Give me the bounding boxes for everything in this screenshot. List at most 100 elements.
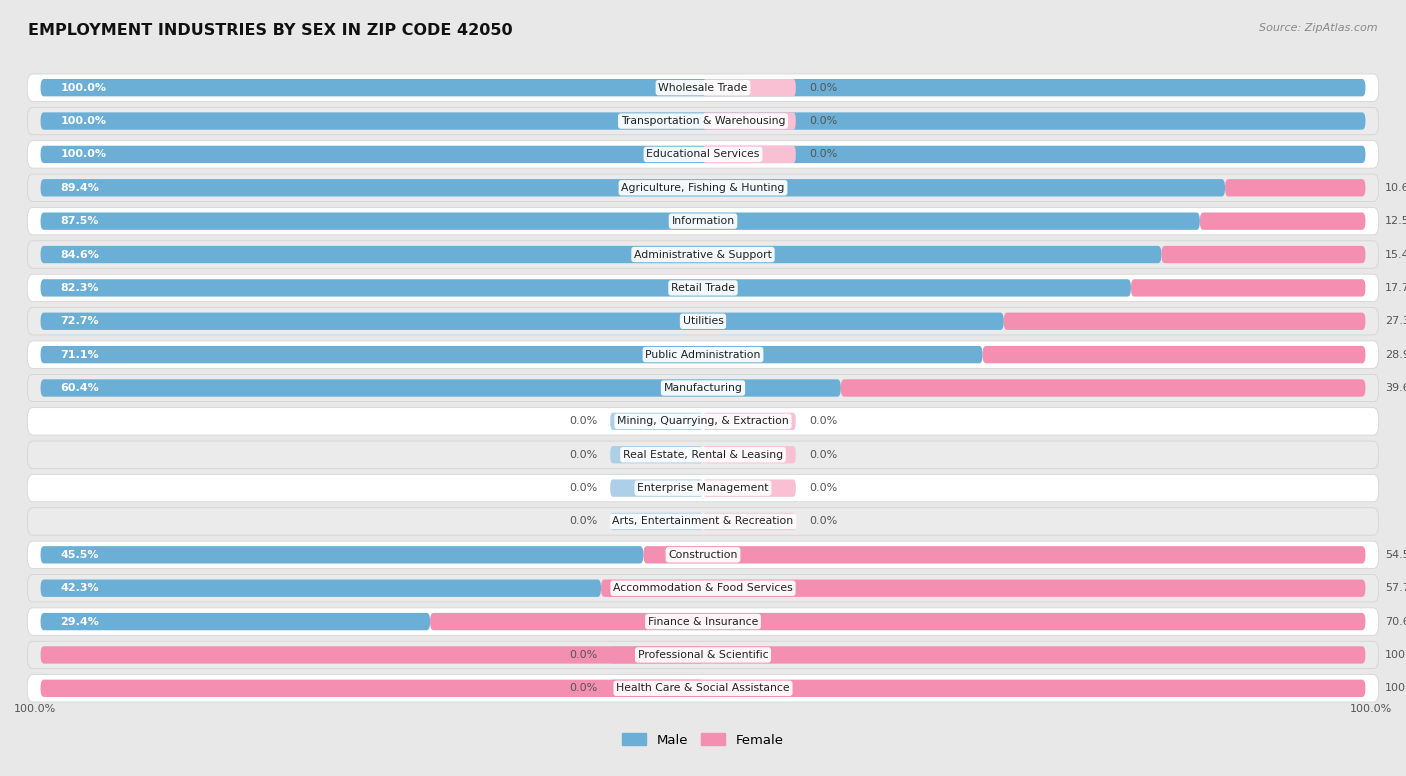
Text: 71.1%: 71.1% [60,350,98,359]
Text: Agriculture, Fishing & Hunting: Agriculture, Fishing & Hunting [621,183,785,192]
FancyBboxPatch shape [1161,246,1365,263]
FancyBboxPatch shape [41,346,983,363]
FancyBboxPatch shape [41,179,1225,196]
Text: 15.4%: 15.4% [1385,250,1406,259]
Text: Transportation & Warehousing: Transportation & Warehousing [621,116,785,126]
FancyBboxPatch shape [41,613,430,630]
Legend: Male, Female: Male, Female [617,728,789,752]
Text: Manufacturing: Manufacturing [664,383,742,393]
Text: 0.0%: 0.0% [808,450,837,459]
FancyBboxPatch shape [27,107,1379,135]
FancyBboxPatch shape [27,341,1379,369]
Text: Public Administration: Public Administration [645,350,761,359]
FancyBboxPatch shape [27,74,1379,102]
Text: 100.0%: 100.0% [60,83,107,92]
FancyBboxPatch shape [41,113,1365,130]
FancyBboxPatch shape [703,480,796,497]
FancyBboxPatch shape [703,446,796,463]
Text: 45.5%: 45.5% [60,550,98,559]
FancyBboxPatch shape [27,407,1379,435]
Text: 54.5%: 54.5% [1385,550,1406,559]
FancyBboxPatch shape [41,146,1365,163]
FancyBboxPatch shape [841,379,1365,397]
Text: 57.7%: 57.7% [1385,584,1406,593]
FancyBboxPatch shape [610,646,703,663]
FancyBboxPatch shape [27,241,1379,268]
Text: 100.0%: 100.0% [1350,704,1392,714]
Text: Educational Services: Educational Services [647,150,759,159]
FancyBboxPatch shape [430,613,1365,630]
Text: 42.3%: 42.3% [60,584,98,593]
FancyBboxPatch shape [27,574,1379,602]
FancyBboxPatch shape [703,113,796,130]
FancyBboxPatch shape [644,546,1365,563]
FancyBboxPatch shape [27,274,1379,302]
FancyBboxPatch shape [41,213,1199,230]
Text: 0.0%: 0.0% [569,650,598,660]
Text: 70.6%: 70.6% [1385,617,1406,626]
Text: 100.0%: 100.0% [60,150,107,159]
Text: Enterprise Management: Enterprise Management [637,483,769,493]
FancyBboxPatch shape [27,374,1379,402]
Text: 28.9%: 28.9% [1385,350,1406,359]
Text: 0.0%: 0.0% [569,684,598,693]
Text: 0.0%: 0.0% [808,116,837,126]
FancyBboxPatch shape [703,413,796,430]
FancyBboxPatch shape [610,680,703,697]
Text: 100.0%: 100.0% [60,116,107,126]
Text: Construction: Construction [668,550,738,559]
Text: 0.0%: 0.0% [569,483,598,493]
FancyBboxPatch shape [27,508,1379,535]
Text: 0.0%: 0.0% [569,517,598,526]
Text: 100.0%: 100.0% [1385,650,1406,660]
FancyBboxPatch shape [27,608,1379,636]
FancyBboxPatch shape [27,674,1379,702]
FancyBboxPatch shape [27,174,1379,202]
Text: 0.0%: 0.0% [808,517,837,526]
Text: 0.0%: 0.0% [808,83,837,92]
FancyBboxPatch shape [610,413,703,430]
FancyBboxPatch shape [41,246,1161,263]
Text: Arts, Entertainment & Recreation: Arts, Entertainment & Recreation [613,517,793,526]
Text: EMPLOYMENT INDUSTRIES BY SEX IN ZIP CODE 42050: EMPLOYMENT INDUSTRIES BY SEX IN ZIP CODE… [28,23,513,38]
FancyBboxPatch shape [27,207,1379,235]
FancyBboxPatch shape [41,546,644,563]
Text: Retail Trade: Retail Trade [671,283,735,293]
FancyBboxPatch shape [41,646,1365,663]
FancyBboxPatch shape [27,307,1379,335]
Text: 89.4%: 89.4% [60,183,100,192]
FancyBboxPatch shape [703,513,796,530]
FancyBboxPatch shape [41,680,1365,697]
FancyBboxPatch shape [610,480,703,497]
FancyBboxPatch shape [1199,213,1365,230]
Text: 27.3%: 27.3% [1385,317,1406,326]
FancyBboxPatch shape [41,580,600,597]
FancyBboxPatch shape [27,641,1379,669]
FancyBboxPatch shape [1130,279,1365,296]
Text: 17.7%: 17.7% [1385,283,1406,293]
Text: Utilities: Utilities [682,317,724,326]
Text: 84.6%: 84.6% [60,250,100,259]
Text: Mining, Quarrying, & Extraction: Mining, Quarrying, & Extraction [617,417,789,426]
FancyBboxPatch shape [703,146,796,163]
Text: 0.0%: 0.0% [808,417,837,426]
Text: 0.0%: 0.0% [569,417,598,426]
FancyBboxPatch shape [983,346,1365,363]
FancyBboxPatch shape [27,441,1379,469]
Text: 100.0%: 100.0% [14,704,56,714]
Text: Administrative & Support: Administrative & Support [634,250,772,259]
FancyBboxPatch shape [27,140,1379,168]
Text: 0.0%: 0.0% [569,450,598,459]
FancyBboxPatch shape [1225,179,1365,196]
FancyBboxPatch shape [41,79,1365,96]
Text: Health Care & Social Assistance: Health Care & Social Assistance [616,684,790,693]
FancyBboxPatch shape [41,379,841,397]
FancyBboxPatch shape [703,79,796,96]
FancyBboxPatch shape [41,313,1004,330]
FancyBboxPatch shape [41,279,1130,296]
Text: Professional & Scientific: Professional & Scientific [638,650,768,660]
Text: 72.7%: 72.7% [60,317,98,326]
FancyBboxPatch shape [27,541,1379,569]
Text: Information: Information [672,217,734,226]
Text: 60.4%: 60.4% [60,383,100,393]
